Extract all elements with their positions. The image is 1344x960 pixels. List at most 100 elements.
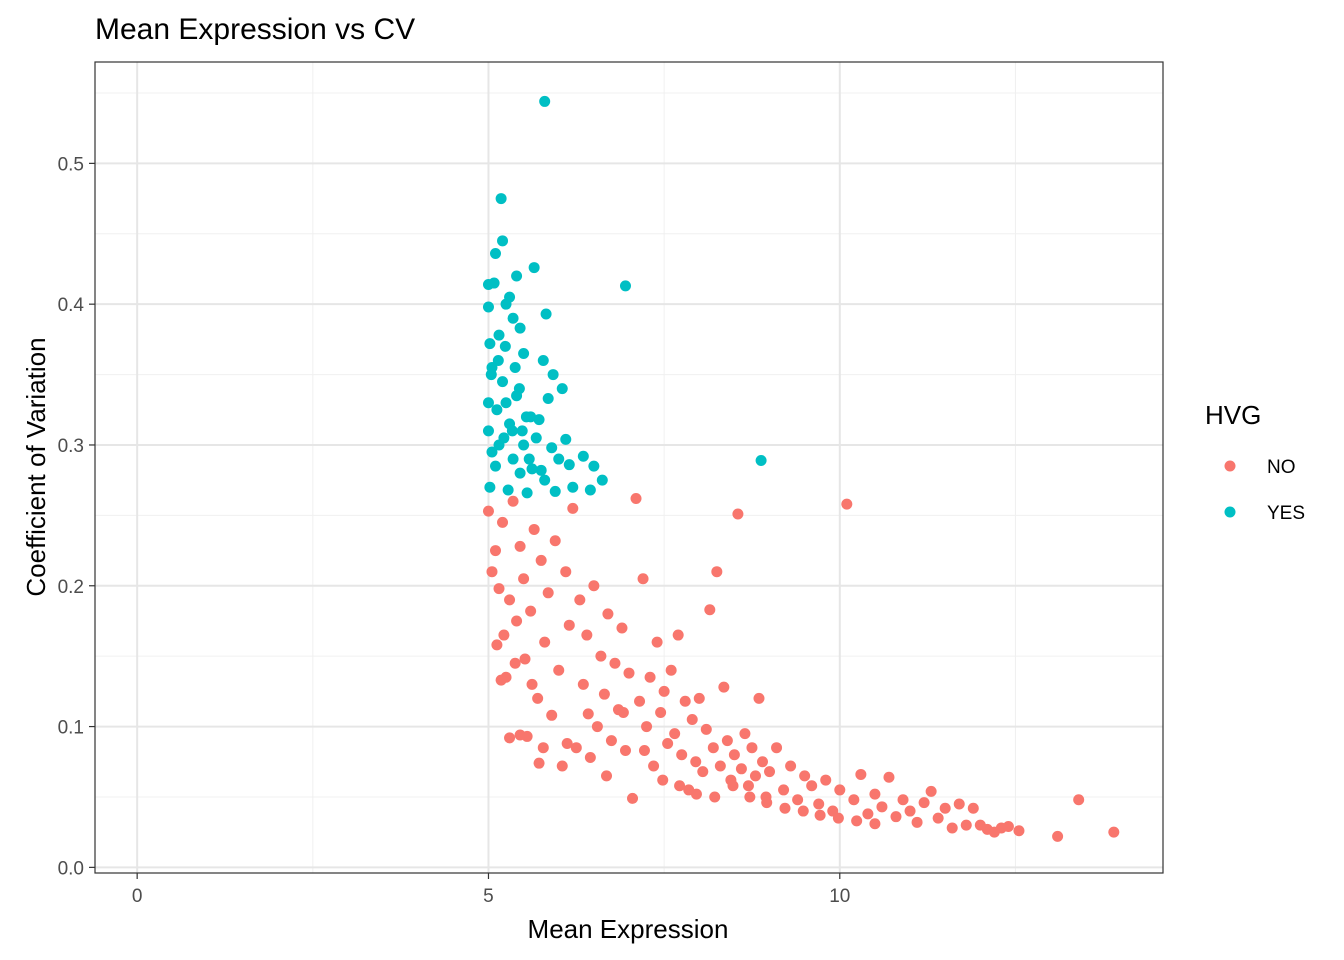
data-point xyxy=(732,508,744,520)
data-point xyxy=(960,819,972,831)
y-tick-label: 0.0 xyxy=(58,858,84,879)
data-point xyxy=(657,774,669,786)
data-point xyxy=(609,657,621,669)
data-point xyxy=(753,692,765,704)
data-point xyxy=(492,354,504,366)
data-point xyxy=(588,460,600,472)
series-no xyxy=(482,492,1120,842)
data-point xyxy=(504,732,516,744)
data-point xyxy=(500,397,512,409)
data-point xyxy=(918,797,930,809)
data-point xyxy=(506,425,518,437)
data-point xyxy=(693,692,705,704)
data-point xyxy=(727,780,739,792)
data-point xyxy=(601,770,613,782)
data-point xyxy=(560,566,572,578)
data-point xyxy=(674,780,686,792)
data-point xyxy=(518,439,530,451)
data-point xyxy=(595,650,607,662)
y-tick-label: 0.2 xyxy=(58,577,84,598)
data-point xyxy=(690,788,702,800)
data-point xyxy=(535,554,547,566)
data-point xyxy=(735,763,747,775)
data-point xyxy=(742,780,754,792)
data-point xyxy=(869,788,881,800)
data-point xyxy=(883,771,895,783)
data-point xyxy=(539,474,551,486)
data-point xyxy=(584,752,596,764)
data-point xyxy=(627,792,639,804)
data-point xyxy=(855,768,867,780)
data-point xyxy=(540,308,552,320)
data-point xyxy=(799,770,811,782)
data-point xyxy=(1073,794,1085,806)
data-point xyxy=(482,505,494,517)
data-point xyxy=(570,742,582,754)
data-point xyxy=(1013,825,1025,837)
data-point xyxy=(490,247,501,259)
data-point xyxy=(641,721,653,733)
data-point xyxy=(514,540,526,552)
data-point xyxy=(509,657,521,669)
data-point xyxy=(537,354,549,366)
data-point xyxy=(797,805,809,817)
panel-background xyxy=(95,62,1163,873)
data-point xyxy=(490,545,501,557)
data-point xyxy=(484,338,496,350)
data-point xyxy=(491,404,503,416)
data-point xyxy=(862,808,874,820)
data-point xyxy=(869,818,881,830)
data-point xyxy=(946,822,958,834)
data-point xyxy=(491,639,503,651)
data-point xyxy=(686,714,698,726)
data-point xyxy=(493,329,505,341)
data-point xyxy=(516,425,528,437)
data-point xyxy=(488,277,500,289)
data-point xyxy=(518,347,530,359)
data-point xyxy=(672,629,684,641)
data-point xyxy=(528,523,540,535)
data-point xyxy=(519,653,531,665)
data-point xyxy=(533,414,545,426)
data-point xyxy=(605,735,617,747)
data-point xyxy=(499,340,511,352)
data-point xyxy=(669,728,681,740)
data-point xyxy=(739,728,751,740)
data-point xyxy=(596,474,608,486)
data-point xyxy=(806,780,818,792)
legend-title: HVG xyxy=(1205,400,1261,430)
data-point xyxy=(785,760,797,772)
data-point xyxy=(567,502,579,514)
data-point xyxy=(523,453,535,465)
data-point xyxy=(779,802,791,814)
data-point xyxy=(714,760,726,772)
data-point xyxy=(577,678,589,690)
data-point xyxy=(533,757,545,769)
x-tick-label: 0 xyxy=(132,886,143,907)
data-point xyxy=(848,794,860,806)
data-point xyxy=(556,760,568,772)
data-point xyxy=(482,397,494,409)
y-tick-label: 0.5 xyxy=(58,154,84,175)
data-point xyxy=(890,811,902,823)
data-point xyxy=(560,433,572,445)
data-point xyxy=(746,742,758,754)
data-point xyxy=(602,608,614,620)
data-point xyxy=(851,815,863,827)
legend-label-yes: YES xyxy=(1267,503,1305,524)
data-point xyxy=(582,708,594,720)
data-point xyxy=(761,797,773,809)
data-point xyxy=(728,749,740,761)
data-point xyxy=(567,481,579,493)
data-point xyxy=(764,766,776,778)
data-point xyxy=(792,794,804,806)
data-point xyxy=(511,270,523,282)
data-point xyxy=(497,235,509,247)
data-point xyxy=(820,774,832,786)
data-point xyxy=(679,695,691,707)
data-point xyxy=(497,516,509,528)
data-point xyxy=(755,454,767,466)
data-point xyxy=(507,312,519,324)
data-point xyxy=(520,411,532,423)
